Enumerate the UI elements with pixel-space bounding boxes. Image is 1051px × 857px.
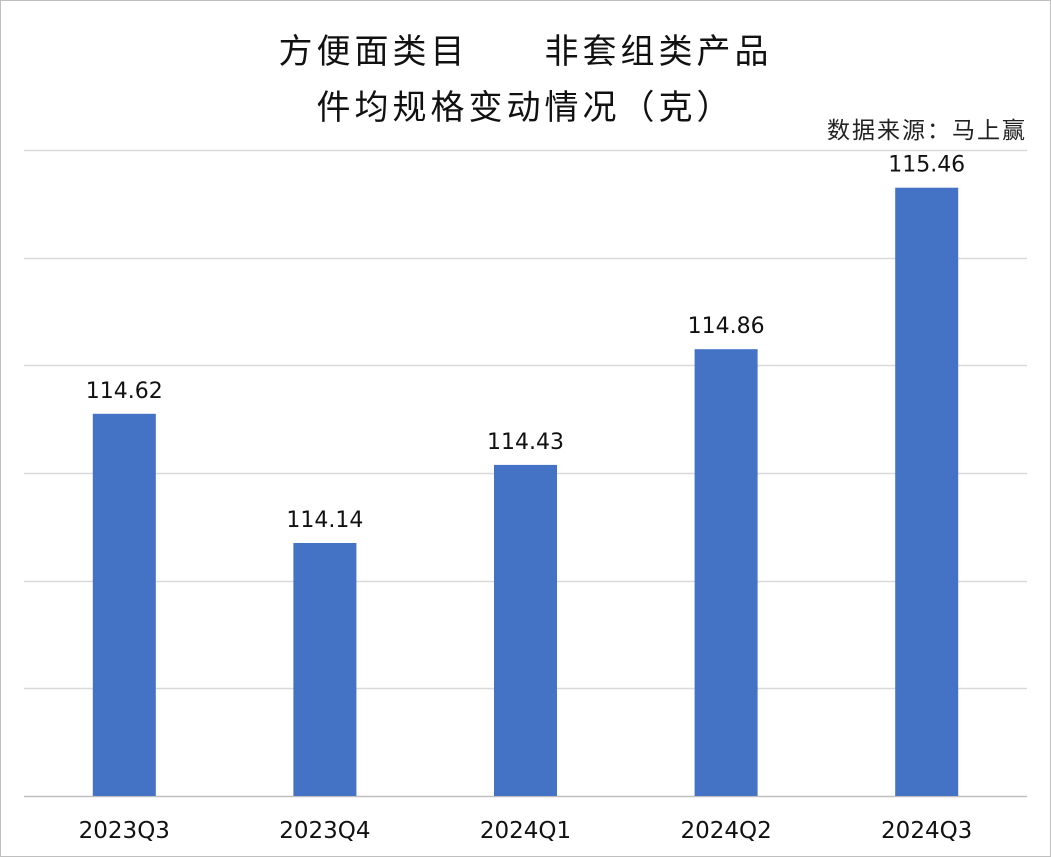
x-tick-label: 2023Q3 — [79, 818, 170, 844]
data-label-2024Q2: 114.86 — [688, 314, 765, 339]
x-tick-label: 2023Q4 — [279, 818, 370, 844]
bar-2024Q1 — [494, 464, 557, 796]
x-tick-label: 2024Q3 — [881, 818, 972, 844]
chart-title-line-1: 方便面类目 非套组类产品 — [278, 32, 773, 72]
x-axis-ticks: 2023Q3 2023Q4 2024Q1 2024Q2 2024Q3 — [79, 818, 973, 844]
bar-2023Q4 — [293, 543, 357, 796]
data-label-2024Q3: 115.46 — [888, 153, 965, 178]
data-labels: 114.62 114.14 114.43 114.86 115.46 — [86, 153, 965, 533]
data-label-2023Q3: 114.62 — [86, 379, 163, 404]
data-source-note: 数据来源：马上赢 — [827, 118, 1027, 144]
gridlines — [24, 149, 1027, 798]
bar-2023Q3 — [92, 413, 156, 796]
bar-series — [92, 187, 959, 796]
x-tick-label: 2024Q1 — [480, 818, 571, 844]
data-label-2024Q1: 114.43 — [487, 430, 564, 455]
bar-2024Q3 — [895, 187, 959, 796]
x-tick-label: 2024Q2 — [680, 818, 771, 844]
bar-2024Q2 — [694, 349, 758, 796]
data-label-2023Q4: 114.14 — [286, 508, 363, 533]
chart-title-line-2: 件均规格变动情况（克） — [316, 88, 735, 128]
